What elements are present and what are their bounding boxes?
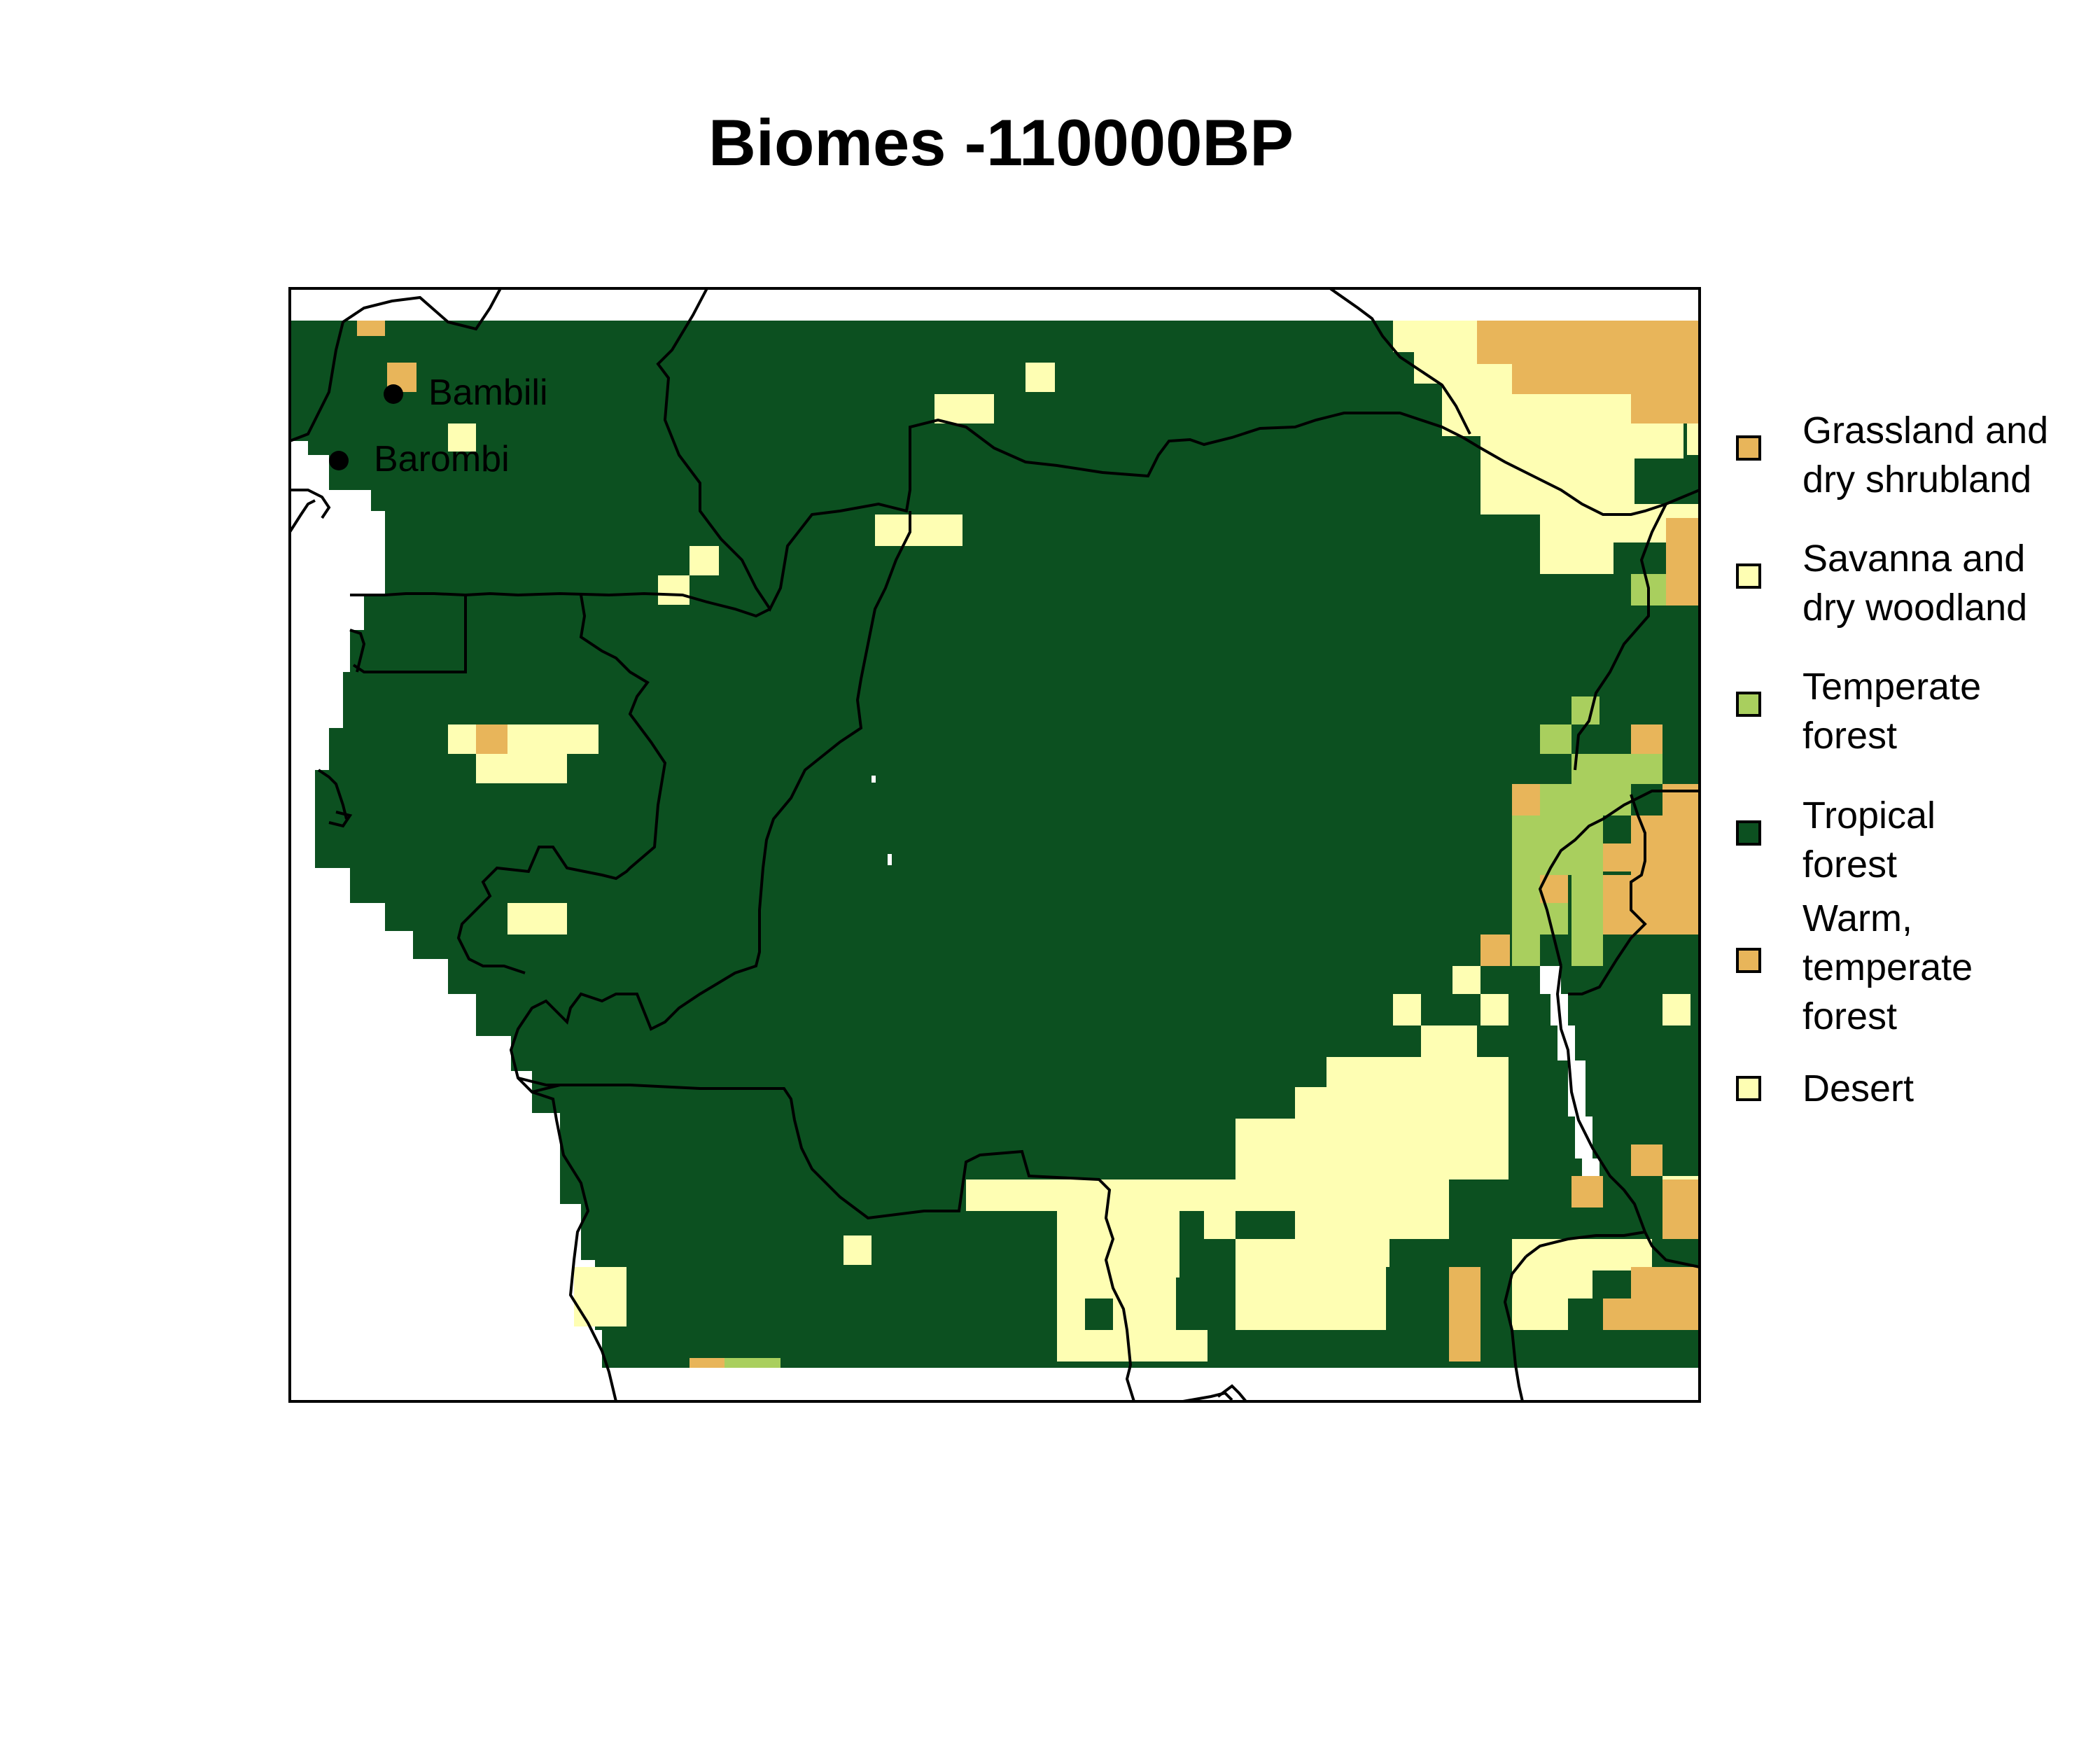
legend-swatch <box>1736 435 1761 461</box>
legend-swatch <box>1736 820 1761 846</box>
site-label-bambili: Bambili <box>428 372 548 413</box>
legend-label: Savanna and dry woodland <box>1802 538 2028 629</box>
legend-swatch <box>1736 1076 1761 1101</box>
grassland-patches <box>357 321 1700 1368</box>
country-borders <box>288 287 1700 1403</box>
legend-swatch <box>1736 948 1761 973</box>
site-label-barombi: Barombi <box>374 439 510 479</box>
savanna-patches <box>448 321 1700 1362</box>
ocean-region-west <box>290 441 602 1368</box>
site-bambili[interactable]: Bambili <box>384 372 548 413</box>
legend-label: Tropical forest <box>1802 794 1936 886</box>
legend-label: Grassland and dry shrubland <box>1802 410 2049 500</box>
legend-swatch <box>1736 564 1761 589</box>
legend-swatch <box>1736 692 1761 717</box>
map-frame <box>288 287 1701 1403</box>
dot-icon <box>329 451 349 470</box>
dot-icon <box>384 384 403 404</box>
site-barombi[interactable]: Barombi <box>329 439 510 479</box>
biome-raster <box>290 321 1700 1368</box>
legend-label: Warm, temperate forest <box>1802 897 1973 1037</box>
legend-label: Temperate forest <box>1802 666 1982 757</box>
legend-label: Desert <box>1802 1068 1914 1110</box>
page-title: Biomes -110000BP <box>708 106 1294 179</box>
